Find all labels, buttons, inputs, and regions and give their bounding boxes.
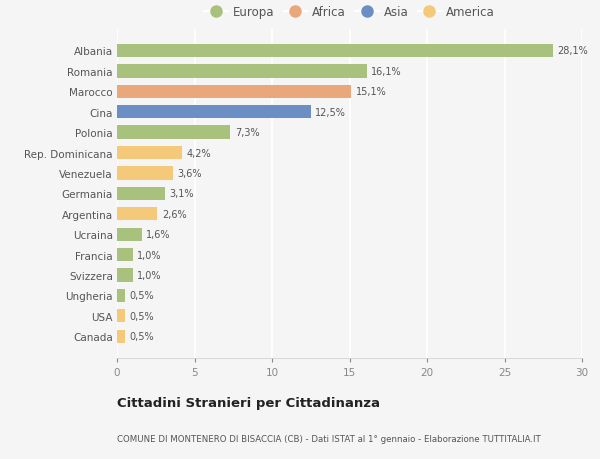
Bar xyxy=(117,269,133,282)
Text: 3,6%: 3,6% xyxy=(178,168,202,179)
Text: 7,3%: 7,3% xyxy=(235,128,259,138)
Legend: Europa, Africa, Asia, America: Europa, Africa, Asia, America xyxy=(204,6,495,19)
Text: 4,2%: 4,2% xyxy=(187,148,211,158)
Text: 1,6%: 1,6% xyxy=(146,230,171,240)
Text: 0,5%: 0,5% xyxy=(130,311,154,321)
Text: 0,5%: 0,5% xyxy=(130,291,154,301)
Bar xyxy=(117,126,230,140)
Bar xyxy=(117,330,125,343)
Bar xyxy=(117,146,182,160)
Bar xyxy=(117,167,173,180)
Text: COMUNE DI MONTENERO DI BISACCIA (CB) - Dati ISTAT al 1° gennaio - Elaborazione T: COMUNE DI MONTENERO DI BISACCIA (CB) - D… xyxy=(117,434,541,442)
Bar xyxy=(117,106,311,119)
Bar xyxy=(117,65,367,78)
Bar xyxy=(117,207,157,221)
Bar xyxy=(117,228,142,241)
Bar xyxy=(117,85,351,99)
Text: Cittadini Stranieri per Cittadinanza: Cittadini Stranieri per Cittadinanza xyxy=(117,396,380,409)
Text: 0,5%: 0,5% xyxy=(130,331,154,341)
Text: 1,0%: 1,0% xyxy=(137,250,161,260)
Text: 28,1%: 28,1% xyxy=(557,46,588,56)
Bar xyxy=(117,289,125,302)
Text: 15,1%: 15,1% xyxy=(356,87,386,97)
Text: 16,1%: 16,1% xyxy=(371,67,402,77)
Text: 12,5%: 12,5% xyxy=(316,107,346,118)
Bar xyxy=(117,187,165,201)
Bar xyxy=(117,309,125,323)
Text: 3,1%: 3,1% xyxy=(170,189,194,199)
Text: 1,0%: 1,0% xyxy=(137,270,161,280)
Text: 2,6%: 2,6% xyxy=(162,209,187,219)
Bar xyxy=(117,45,553,58)
Bar xyxy=(117,248,133,262)
